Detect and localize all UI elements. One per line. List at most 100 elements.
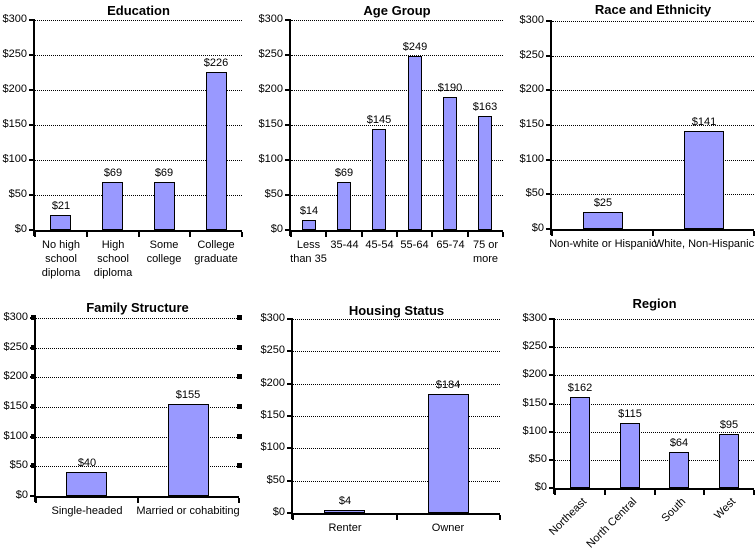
x-axis-tick	[396, 232, 398, 237]
y-axis-tick	[30, 435, 36, 438]
y-axis-tick	[546, 193, 552, 196]
y-axis-tick	[285, 194, 291, 196]
gridline	[552, 159, 754, 161]
bar-value-label: $162	[567, 381, 593, 394]
y-axis-label: $0	[270, 223, 283, 235]
y-axis-tick	[287, 447, 293, 450]
bar-value-label: $14	[299, 205, 319, 218]
x-axis-tick	[431, 232, 433, 237]
x-axis-tick	[753, 231, 755, 236]
y-axis-label: $100	[3, 429, 28, 442]
y-axis-label: $250	[519, 48, 544, 61]
y-axis-tick	[287, 479, 293, 482]
bar	[428, 394, 469, 513]
chart-title: Education	[107, 3, 170, 18]
chart-family-structure: Family Structure $0 $50 $100 $150 $200 $250 $3…	[0, 276, 252, 552]
gridline	[35, 160, 242, 161]
gridline	[555, 431, 754, 433]
y-axis-label: $200	[519, 83, 544, 96]
y-axis-label: $100	[2, 153, 27, 165]
y-axis-tick	[287, 350, 293, 353]
gridline	[36, 436, 239, 438]
y-axis-label: $50	[266, 473, 285, 486]
y-axis-tick	[30, 406, 36, 408]
y-axis	[291, 319, 293, 519]
bar	[583, 211, 623, 229]
x-axis-tick	[499, 515, 501, 520]
x-category-label: Non-white or Hispanic	[549, 238, 657, 250]
y-axis-tick	[29, 159, 35, 161]
chart-housing-status: Housing Status $0 $50 $100 $150 $200 $250 $300…	[252, 276, 504, 552]
x-category-label: 45-54	[365, 239, 394, 251]
bar-value-label: $69	[103, 166, 123, 179]
y-axis-label: $300	[2, 13, 27, 25]
y-axis-label: $200	[522, 368, 547, 381]
bar	[570, 396, 590, 488]
gridline-handle	[237, 374, 242, 380]
y-axis-label: $300	[519, 14, 544, 26]
bar-value-label: $69	[154, 166, 174, 179]
y-axis-label: $100	[519, 152, 544, 165]
chart-title: Race and Ethnicity	[594, 2, 712, 17]
y-axis-label: $300	[258, 13, 283, 25]
bar	[154, 181, 175, 230]
gridline	[555, 459, 754, 461]
bar	[102, 181, 123, 230]
gridline	[36, 377, 239, 379]
chart-title: Age Group	[363, 3, 431, 18]
y-axis-tick	[549, 374, 555, 377]
y-axis-label: $50	[8, 188, 27, 200]
x-category-label: 55-64	[400, 239, 429, 251]
gridline	[555, 319, 754, 320]
bar-value-label: $64	[669, 436, 689, 449]
x-category-label: College graduate	[194, 239, 238, 265]
y-axis-tick	[546, 158, 552, 161]
y-axis-tick	[29, 124, 35, 126]
gridline	[293, 480, 500, 482]
y-axis-label: $300	[522, 312, 547, 324]
bar	[337, 181, 351, 230]
y-axis-tick	[546, 54, 552, 57]
bar-value-label: $163	[472, 100, 498, 113]
x-category-label: 35-44	[330, 239, 359, 251]
bar	[684, 131, 724, 229]
chart-age-group: Age Group $0 $50 $100 $150 $200 $250 $300 $14 Le…	[252, 0, 504, 276]
bar	[669, 451, 689, 488]
bar-value-label: $249	[402, 40, 428, 53]
y-axis-tick	[549, 402, 555, 405]
y-axis-label: $150	[260, 409, 285, 421]
chart-region: Region $0 $50 $100 $150 $200 $250 $300 $162 Nort…	[504, 276, 756, 552]
gridline-handle	[237, 433, 242, 439]
y-axis-tick	[285, 159, 291, 161]
gridline	[552, 125, 754, 126]
x-axis	[291, 513, 500, 515]
y-axis-tick	[546, 20, 552, 22]
bar	[50, 215, 71, 230]
y-axis-tick	[285, 124, 291, 126]
x-axis-tick	[652, 231, 654, 236]
y-axis-tick	[546, 228, 552, 230]
y-axis	[34, 318, 36, 502]
bar-value-label: $25	[593, 196, 613, 209]
bar-value-label: $95	[719, 419, 739, 432]
gridline	[36, 407, 239, 408]
y-axis-tick	[287, 318, 293, 320]
gridline	[293, 416, 500, 417]
y-axis-tick	[29, 19, 35, 21]
plot-area: $0 $50 $100 $150 $200 $250 $300 $4 Renter $184 Own…	[252, 276, 504, 552]
x-axis-tick	[138, 232, 140, 237]
gridline	[555, 375, 754, 377]
x-axis-tick	[502, 232, 504, 237]
gridline	[35, 55, 242, 56]
y-axis-label: $200	[2, 83, 27, 95]
x-axis-tick	[551, 231, 553, 236]
y-axis-label: $50	[9, 459, 28, 472]
y-axis-tick	[287, 512, 293, 514]
bar-value-label: $190	[437, 82, 463, 94]
x-axis-tick	[361, 232, 363, 237]
bar-value-label: $40	[77, 457, 97, 470]
gridline	[555, 403, 754, 405]
y-axis-label: $200	[258, 83, 283, 95]
bar	[443, 97, 457, 230]
chart-title: Family Structure	[86, 300, 189, 315]
